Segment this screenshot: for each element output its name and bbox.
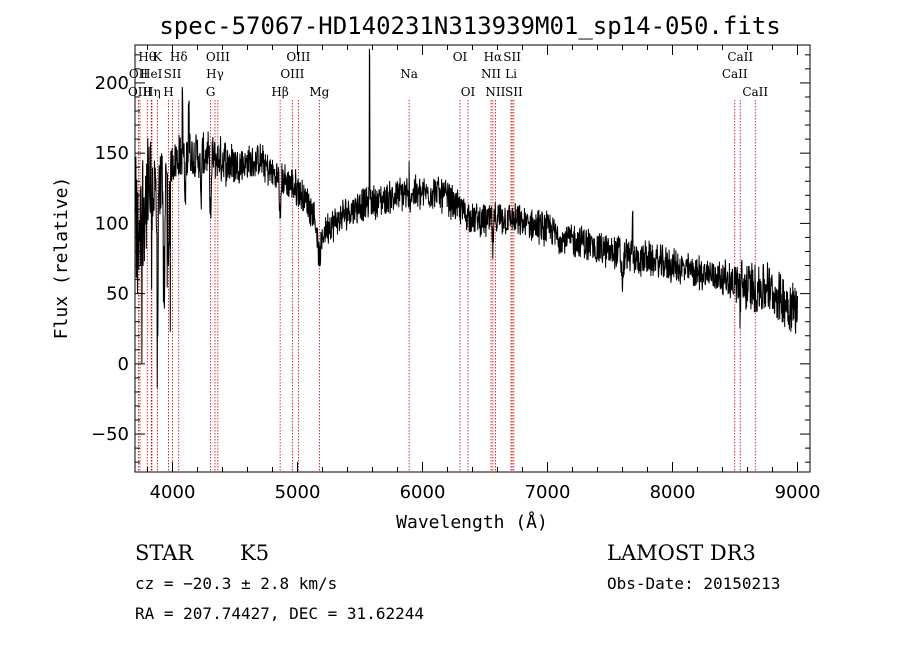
y-tick-label: 100 [95,213,129,234]
spectral-line-label: H [163,85,173,99]
spectral-line-label: OIII [286,50,310,64]
x-tick-label: 7000 [525,482,571,503]
spectral-line-label: NII [481,67,501,81]
spectral-line-label: OIII [280,67,304,81]
x-tick-label: 5000 [275,482,321,503]
spectral-line-label: SII [505,85,523,99]
spectral-line-label: G [206,85,216,99]
survey-name: LAMOST DR3 [607,541,756,565]
x-tick-label: 8000 [650,482,696,503]
spectral-line-label: SII [503,50,521,64]
object-class: STAR [135,541,194,565]
spectral-line-label: Mg [309,85,329,99]
ra-dec-coordinates: RA = 207.74427, DEC = 31.62244 [135,604,424,623]
spectral-line-label: HeI [140,67,163,81]
y-tick-label: 200 [95,73,129,94]
spectral-line-label: OII [129,67,149,81]
redshift-cz: cz = −20.3 ± 2.8 km/s [135,574,337,593]
chart-title: spec-57067-HD140231N313939M01_sp14-050.f… [159,12,780,40]
spectral-line-label: CaII [727,50,753,64]
spectral-line-label: Na [400,67,418,81]
spectral-line-label: Hβ [271,85,288,99]
spectral-line-label: Li [505,67,517,81]
spectral-line-label: OI [453,50,468,64]
spectral-line-label: Hα [484,50,503,64]
spectral-line-label: Hγ [206,67,224,81]
spectral-line-label: NII [485,85,505,99]
y-axis-label: Flux (relative) [51,177,72,340]
plot-frame [134,44,811,473]
spectral-line-label: Hη [143,85,161,99]
spectral-line-label: CaII [742,85,768,99]
x-axis-label: Wavelength (Å) [396,511,548,533]
y-tick-label: 50 [106,284,129,305]
x-tick-label: 4000 [150,482,196,503]
y-axis: −50 0 50 100 150 200 [91,54,810,463]
y-tick-label: −50 [91,424,129,445]
object-subclass: K5 [240,541,269,565]
observation-date: Obs-Date: 20150213 [607,574,780,593]
y-tick-label: 0 [118,354,129,375]
x-axis: 4000 5000 6000 7000 8000 9000 [147,45,821,503]
spectral-line-label: OIII [128,85,152,99]
x-tick-label: 9000 [775,482,821,503]
y-tick-label: 150 [95,143,129,164]
spectral-line-label: SII [164,67,182,81]
spectrum-line [135,48,798,388]
spectral-line-label: K [153,50,163,64]
spectral-line-label: CaII [722,67,748,81]
spectral-line-label: Hθ [138,50,156,64]
spectral-line-label: OI [461,85,476,99]
x-tick-label: 6000 [400,482,446,503]
spectral-line-label: OIII [206,50,230,64]
spectral-line-label: Hδ [170,50,188,64]
